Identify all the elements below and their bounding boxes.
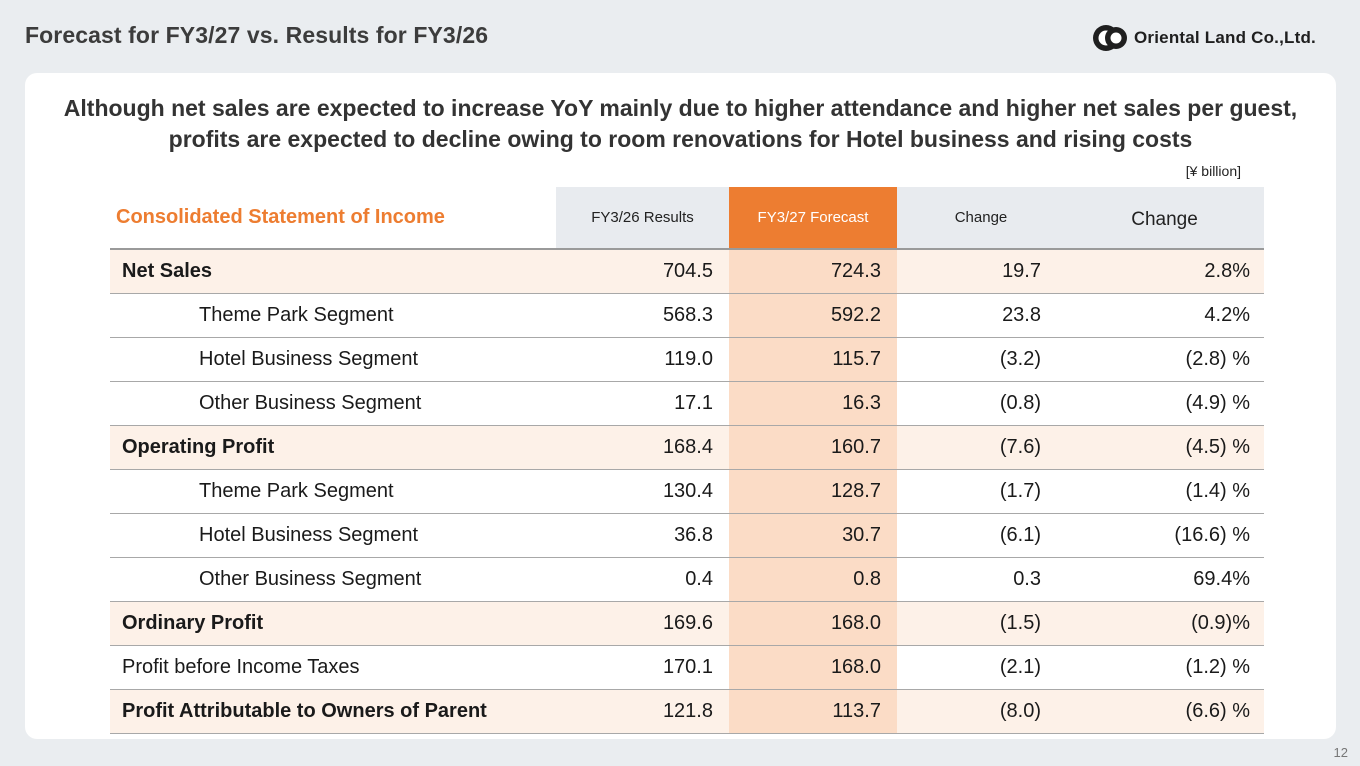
results-value: 169.6: [556, 601, 729, 646]
row-label: Theme Park Segment: [110, 469, 556, 514]
change-percent-value: (4.9) %: [1065, 381, 1264, 426]
forecast-value: 168.0: [729, 601, 897, 646]
results-value: 568.3: [556, 293, 729, 338]
forecast-value: 0.8: [729, 557, 897, 602]
page-number: 12: [1333, 745, 1348, 760]
change-percent-value: (1.4) %: [1065, 469, 1264, 514]
row-label: Theme Park Segment: [110, 293, 556, 338]
results-value: 704.5: [556, 249, 729, 294]
change-percent-value: (0.9)%: [1065, 601, 1264, 646]
row-label: Ordinary Profit: [110, 601, 556, 646]
row-label: Operating Profit: [110, 425, 556, 470]
forecast-value: 30.7: [729, 513, 897, 558]
row-label: Profit before Income Taxes: [110, 645, 556, 690]
results-value: 121.8: [556, 689, 729, 734]
table-row: Operating Profit 168.4 160.7 (7.6) (4.5) %: [110, 425, 1264, 470]
row-label: Other Business Segment: [110, 557, 556, 602]
change-percent-value: (6.6) %: [1065, 689, 1264, 734]
change-percent-value: 4.2%: [1065, 293, 1264, 338]
unit-label: [¥ billion]: [1185, 163, 1241, 179]
header-results: FY3/26 Results: [556, 187, 729, 250]
results-value: 17.1: [556, 381, 729, 426]
forecast-value: 128.7: [729, 469, 897, 514]
row-label: Profit Attributable to Owners of Parent: [110, 689, 556, 734]
table-title: Consolidated Statement of Income: [110, 187, 556, 250]
forecast-value: 113.7: [729, 689, 897, 734]
change-value: 23.8: [897, 293, 1065, 338]
table-row: Other Business Segment 17.1 16.3 (0.8) (4.9)…: [110, 381, 1264, 426]
table-row: Hotel Business Segment 119.0 115.7 (3.2) (2.…: [110, 337, 1264, 382]
change-value: 0.3: [897, 557, 1065, 602]
change-value: (8.0): [897, 689, 1065, 734]
results-value: 168.4: [556, 425, 729, 470]
change-percent-value: (2.8) %: [1065, 337, 1264, 382]
header-change-percent: Change: [1065, 187, 1264, 250]
change-percent-value: 2.8%: [1065, 249, 1264, 294]
results-value: 36.8: [556, 513, 729, 558]
results-value: 170.1: [556, 645, 729, 690]
forecast-value: 592.2: [729, 293, 897, 338]
results-value: 130.4: [556, 469, 729, 514]
table-row: Net Sales 704.5 724.3 19.7 2.8%: [110, 249, 1264, 294]
oriental-land-logo-icon: [1093, 25, 1127, 51]
forecast-value: 724.3: [729, 249, 897, 294]
header-forecast: FY3/27 Forecast: [729, 187, 897, 250]
table-header-row: Consolidated Statement of Income FY3/26 …: [110, 187, 1264, 250]
change-percent-value: (16.6) %: [1065, 513, 1264, 558]
row-label: Hotel Business Segment: [110, 513, 556, 558]
forecast-value: 160.7: [729, 425, 897, 470]
change-percent-value: (1.2) %: [1065, 645, 1264, 690]
logo-text: Oriental Land Co.,Ltd.: [1134, 28, 1316, 47]
headline: Although net sales are expected to incre…: [63, 95, 1298, 152]
change-value: (3.2): [897, 337, 1065, 382]
header-change: Change: [897, 187, 1065, 250]
table-row: Profit Attributable to Owners of Parent 1…: [110, 689, 1264, 734]
table-row: Ordinary Profit 169.6 168.0 (1.5) (0.9)%: [110, 601, 1264, 646]
results-value: 119.0: [556, 337, 729, 382]
forecast-value: 115.7: [729, 337, 897, 382]
table-row: Theme Park Segment 568.3 592.2 23.8 4.2%: [110, 293, 1264, 338]
forecast-value: 16.3: [729, 381, 897, 426]
forecast-value: 168.0: [729, 645, 897, 690]
company-logo: Oriental Land Co.,Ltd.: [1092, 20, 1316, 56]
table-row: Hotel Business Segment 36.8 30.7 (6.1) (16.6…: [110, 513, 1264, 558]
change-value: (1.7): [897, 469, 1065, 514]
content-panel: Although net sales are expected to incre…: [25, 73, 1336, 739]
change-value: (6.1): [897, 513, 1065, 558]
table-row: Theme Park Segment 130.4 128.7 (1.7) (1.4) %: [110, 469, 1264, 514]
change-value: (7.6): [897, 425, 1065, 470]
slide-title: Forecast for FY3/27 vs. Results for FY3/…: [25, 22, 489, 48]
change-value: (0.8): [897, 381, 1065, 426]
table-row: Other Business Segment 0.4 0.8 0.3 69.4%: [110, 557, 1264, 602]
income-statement-table: Consolidated Statement of Income FY3/26 …: [110, 187, 1264, 734]
change-value: 19.7: [897, 249, 1065, 294]
results-value: 0.4: [556, 557, 729, 602]
table-row: Profit before Income Taxes 170.1 168.0 (2.1…: [110, 645, 1264, 690]
row-label: Net Sales: [110, 249, 556, 294]
change-percent-value: (4.5) %: [1065, 425, 1264, 470]
row-label: Other Business Segment: [110, 381, 556, 426]
row-label: Hotel Business Segment: [110, 337, 556, 382]
change-percent-value: 69.4%: [1065, 557, 1264, 602]
change-value: (2.1): [897, 645, 1065, 690]
change-value: (1.5): [897, 601, 1065, 646]
